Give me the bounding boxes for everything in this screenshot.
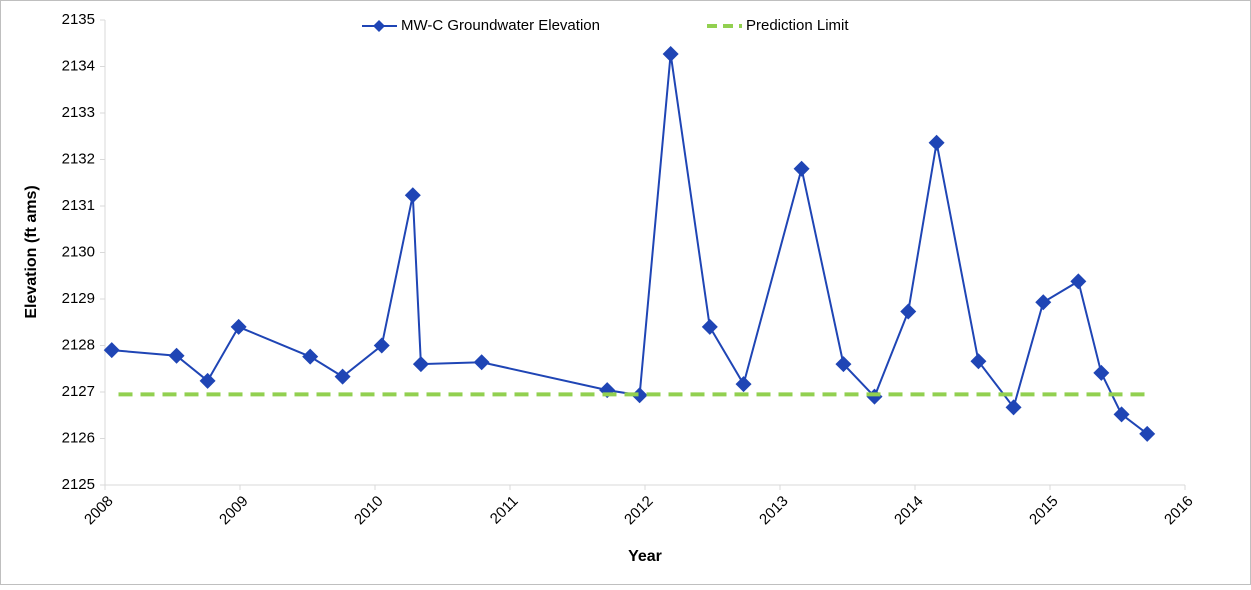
data-point — [199, 372, 216, 389]
y-tick-label: 2130 — [62, 243, 95, 260]
data-point — [835, 356, 852, 373]
legend-marker — [373, 20, 385, 32]
data-point — [473, 354, 490, 371]
data-point — [970, 353, 987, 370]
y-tick-label: 2135 — [62, 11, 95, 28]
data-point — [928, 134, 945, 151]
data-point — [1005, 399, 1022, 416]
data-point — [412, 356, 429, 373]
y-tick-label: 2131 — [62, 197, 95, 214]
data-point — [631, 387, 648, 404]
x-axis-title: Year — [628, 548, 662, 565]
y-tick-label: 2132 — [62, 150, 95, 167]
data-point — [1070, 273, 1087, 290]
data-point — [735, 376, 752, 393]
y-tick-label: 2133 — [62, 104, 95, 121]
data-point — [302, 348, 319, 365]
data-point — [334, 368, 351, 385]
data-point — [404, 187, 421, 204]
data-point — [900, 303, 917, 320]
data-point — [230, 318, 247, 335]
legend-label: Prediction Limit — [746, 17, 849, 34]
data-point — [373, 337, 390, 354]
data-point — [701, 318, 718, 335]
data-point — [662, 45, 679, 62]
y-tick-label: 2125 — [62, 476, 95, 493]
y-tick-label: 2128 — [62, 336, 95, 353]
data-point — [1113, 406, 1130, 423]
y-axis-title: Elevation (ft ams) — [23, 185, 40, 318]
legend-label: MW-C Groundwater Elevation — [401, 17, 600, 34]
y-tick-label: 2127 — [62, 383, 95, 400]
data-point — [1093, 364, 1110, 381]
data-point — [793, 160, 810, 177]
data-point — [103, 342, 120, 359]
y-tick-label: 2126 — [62, 429, 95, 446]
y-tick-label: 2129 — [62, 290, 95, 307]
data-point — [168, 347, 185, 364]
y-tick-label: 2134 — [62, 57, 95, 74]
data-point — [1035, 294, 1052, 311]
data-point — [1139, 425, 1156, 442]
